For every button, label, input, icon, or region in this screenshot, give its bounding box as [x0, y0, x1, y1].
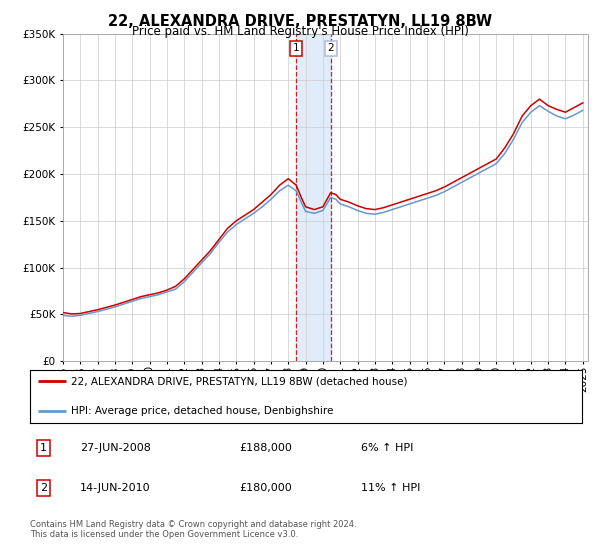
Text: 2: 2 [40, 483, 47, 493]
Text: £180,000: £180,000 [240, 483, 293, 493]
Text: 22, ALEXANDRA DRIVE, PRESTATYN, LL19 8BW (detached house): 22, ALEXANDRA DRIVE, PRESTATYN, LL19 8BW… [71, 376, 408, 386]
Text: £188,000: £188,000 [240, 444, 293, 453]
Text: 11% ↑ HPI: 11% ↑ HPI [361, 483, 421, 493]
Text: 14-JUN-2010: 14-JUN-2010 [80, 483, 151, 493]
Text: 22, ALEXANDRA DRIVE, PRESTATYN, LL19 8BW: 22, ALEXANDRA DRIVE, PRESTATYN, LL19 8BW [108, 14, 492, 29]
Text: 1: 1 [40, 444, 47, 453]
Text: HPI: Average price, detached house, Denbighshire: HPI: Average price, detached house, Denb… [71, 406, 334, 416]
Text: 6% ↑ HPI: 6% ↑ HPI [361, 444, 413, 453]
Bar [296, 34, 331, 361]
Text: 2: 2 [328, 43, 334, 53]
Text: 27-JUN-2008: 27-JUN-2008 [80, 444, 151, 453]
Text: 1: 1 [293, 43, 299, 53]
Text: Contains HM Land Registry data © Crown copyright and database right 2024.
This d: Contains HM Land Registry data © Crown c… [30, 520, 356, 539]
Text: Price paid vs. HM Land Registry's House Price Index (HPI): Price paid vs. HM Land Registry's House … [131, 25, 469, 38]
